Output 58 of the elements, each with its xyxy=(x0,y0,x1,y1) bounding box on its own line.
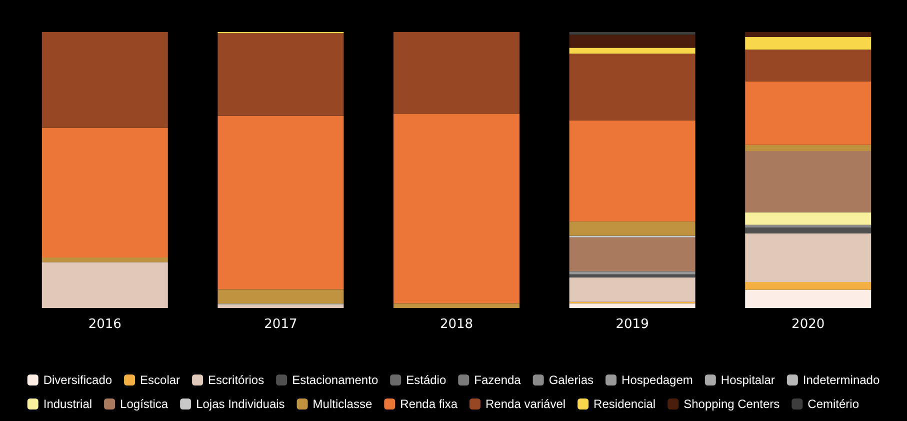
bar xyxy=(42,257,168,262)
bar xyxy=(569,32,696,35)
legend-label: Estacionamento xyxy=(292,373,378,387)
bar xyxy=(42,32,168,128)
bar xyxy=(745,224,872,228)
legend-label: Galerias xyxy=(548,373,594,387)
bar xyxy=(218,116,344,290)
legend-label: Logística xyxy=(120,397,168,411)
legend-label: Industrial xyxy=(43,397,92,411)
legend-label: Cemitério xyxy=(808,397,860,411)
legend-label: Multiclasse xyxy=(312,397,372,411)
legend-label: Escolar xyxy=(140,373,180,387)
bar xyxy=(42,262,168,308)
legend-label: Hospitalar xyxy=(720,373,775,387)
bar xyxy=(745,36,872,50)
legend-label: Shopping Centers xyxy=(684,397,780,411)
bar xyxy=(569,274,696,278)
bar xyxy=(745,282,872,290)
legend-label: Residencial xyxy=(594,397,656,411)
bar xyxy=(569,120,696,222)
bar xyxy=(745,81,872,145)
legend-label: Lojas Individuais xyxy=(196,397,285,411)
legend-label: Hospedagem xyxy=(622,373,693,387)
bar xyxy=(569,237,696,272)
legend-label: Escritórios xyxy=(208,373,264,387)
bar xyxy=(394,303,520,308)
x-tick-label: 2017 xyxy=(264,317,298,332)
legend-label: Estádio xyxy=(406,373,446,387)
bar xyxy=(745,228,872,234)
bar xyxy=(42,128,168,258)
legend-label: Fazenda xyxy=(474,373,522,387)
bar xyxy=(394,32,520,114)
bar xyxy=(218,289,344,304)
bar xyxy=(569,277,696,302)
bar xyxy=(745,50,872,82)
bar xyxy=(745,233,872,282)
x-tick-label: 2018 xyxy=(440,317,474,332)
bar xyxy=(218,304,344,308)
legend-label: Indeterminado xyxy=(802,373,880,387)
x-tick-label: 2019 xyxy=(616,317,649,332)
bar xyxy=(569,221,696,236)
bar xyxy=(569,48,696,54)
bar xyxy=(569,271,696,274)
x-tick-label: 2020 xyxy=(792,317,825,332)
bar xyxy=(218,33,344,116)
bar xyxy=(569,34,696,48)
bar xyxy=(569,303,696,308)
legend-label: Renda fixa xyxy=(400,397,458,411)
x-tick-label: 2016 xyxy=(88,317,122,332)
bar xyxy=(745,290,872,308)
bar xyxy=(745,212,872,225)
bar xyxy=(394,114,520,304)
bar xyxy=(745,144,872,151)
legend-label: Diversificado xyxy=(43,373,112,387)
bar xyxy=(745,150,872,212)
bar xyxy=(745,32,872,37)
legend-label: Renda variável xyxy=(486,397,566,411)
bar xyxy=(569,54,696,120)
